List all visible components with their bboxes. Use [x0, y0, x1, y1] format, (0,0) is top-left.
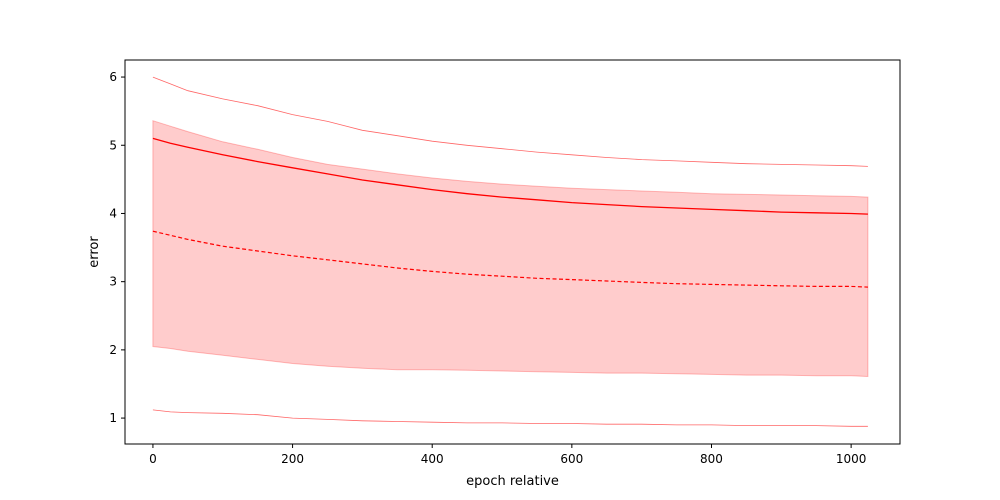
x-tick-label: 600: [560, 452, 583, 466]
y-axis-label: error: [87, 236, 102, 268]
series-line-lower-envelope: [152, 409, 868, 427]
y-tick-label: 6: [109, 70, 117, 84]
confidence-band: [152, 120, 869, 378]
series-line-median: [152, 230, 868, 288]
x-axis-label: epoch relative: [466, 474, 559, 489]
x-tick-label: 200: [281, 452, 304, 466]
y-tick-label: 5: [109, 138, 117, 152]
y-tick-label: 4: [109, 206, 117, 220]
x-tick-label: 800: [700, 452, 723, 466]
y-tick-label: 2: [109, 343, 117, 357]
series-line-mean-upper: [152, 137, 868, 215]
plot-area: [152, 76, 869, 427]
x-tick-label: 1000: [836, 452, 867, 466]
y-axis: 1 2 3 4 5 6: [109, 70, 125, 425]
series-line-upper-envelope: [152, 76, 868, 167]
x-axis: 0 200 400 600 800 1000: [149, 444, 866, 466]
y-tick-label: 3: [109, 275, 117, 289]
x-tick-label: 400: [421, 452, 444, 466]
y-tick-label: 1: [109, 411, 117, 425]
x-tick-label: 0: [149, 452, 157, 466]
plot-frame: [124, 59, 901, 445]
